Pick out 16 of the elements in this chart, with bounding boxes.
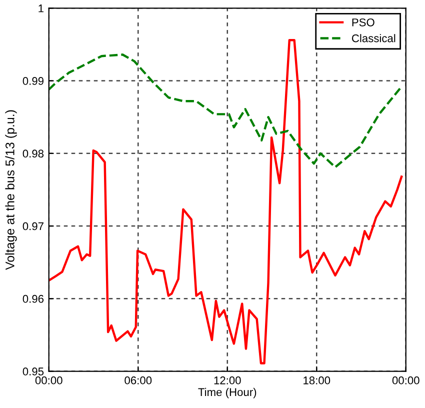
x-axis-title: Time (Hour) [198,388,256,398]
y-tick-label: 0.97 [22,222,44,230]
legend-label: PSO [352,18,374,26]
x-tick-label: 00:00 [392,376,420,384]
x-tick-label: 06:00 [124,376,152,384]
x-tick-label: 00:00 [35,376,62,384]
y-tick-label: 0.96 [22,294,44,303]
y-tick-label: 0.95 [22,368,44,376]
legend-label: Classical [352,34,396,42]
x-tick-label: 18:00 [304,376,330,384]
y-tick-label: 0.98 [22,150,44,158]
y-tick-label: 1 [38,4,44,12]
x-tick-label: 12:00 [214,376,241,384]
y-tick-label: 0.99 [22,77,44,85]
y-axis-title: Voltage at the bus 5/13 (p.u.) [5,110,17,270]
line-series [48,54,404,168]
